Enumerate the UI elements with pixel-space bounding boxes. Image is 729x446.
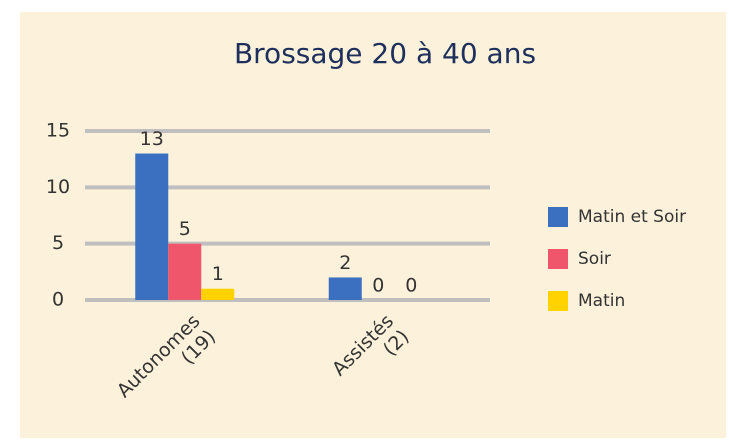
y-tick-label: 10 [46, 176, 70, 198]
bar [168, 243, 202, 300]
legend-label: Soir [578, 249, 611, 269]
y-tick-label: 15 [46, 120, 70, 142]
value-label: 0 [405, 275, 417, 297]
legend-swatch [548, 291, 568, 311]
legend-swatch [548, 249, 568, 269]
legend-label: Matin [578, 291, 625, 311]
legend-swatch [548, 207, 568, 227]
value-label: 1 [212, 263, 224, 285]
bar [135, 153, 169, 300]
value-label: 2 [339, 252, 351, 274]
bar [201, 288, 235, 300]
legend-label: Matin et Soir [578, 207, 686, 227]
value-label: 5 [179, 218, 191, 240]
value-label: 0 [372, 275, 384, 297]
y-tick-label: 5 [52, 232, 64, 254]
value-label: 13 [140, 128, 164, 150]
bar [328, 277, 362, 300]
y-tick-label: 0 [52, 289, 64, 311]
chart-title: Brossage 20 à 40 ans [234, 37, 536, 70]
